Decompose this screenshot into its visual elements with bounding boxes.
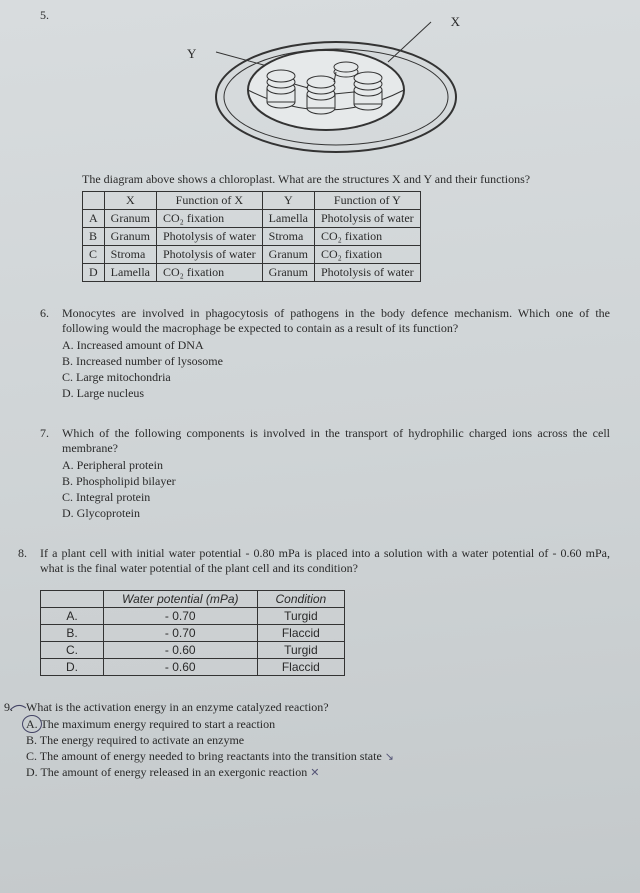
q7-option-a: A. Peripheral protein [62,458,610,473]
q7-number: 7. [40,426,62,522]
cell: Stroma [262,228,314,246]
q7-option-b: B. Phospholipid bilayer [62,474,610,489]
cell [41,591,104,608]
q5-table: X Function of X Y Function of Y AGranumC… [82,191,421,282]
q5-h3: Y [262,192,314,210]
cell: Turgid [257,608,345,625]
q8-table: Water potential (mPa) Condition A.- 0.70… [40,590,345,676]
cell: Granum [104,228,156,246]
q6-option-d: D. Large nucleus [62,386,610,401]
cell: Turgid [257,642,345,659]
cell: B. [41,625,104,642]
q6-option-a: A. Increased amount of DNA [62,338,610,353]
cell: C. [41,642,104,659]
cell: Lamella [104,264,156,282]
cell: C [83,246,105,264]
cell: - 0.60 [104,659,258,676]
cell: - 0.60 [104,642,258,659]
cell: Water potential (mPa) [104,591,258,608]
cell: D. [41,659,104,676]
q6-option-b: B. Increased number of lysosome [62,354,610,369]
cell: - 0.70 [104,625,258,642]
cell: Granum [262,246,314,264]
cell: Photolysis of water [315,264,421,282]
tick-icon: ↘ [385,751,394,763]
q7-option-d: D. Glycoprotein [62,506,610,521]
cell: CO₂ fixation [157,210,263,228]
cell: - 0.70 [104,608,258,625]
q5-h0 [83,192,105,210]
q7-option-c: C. Integral protein [62,490,610,505]
cell: Photolysis of water [157,246,263,264]
q6-prompt: Monocytes are involved in phagocytosis o… [62,306,610,336]
cell: CO₂ fixation [315,228,421,246]
cell: CO₂ fixation [157,264,263,282]
chloroplast-svg [186,12,486,162]
cell: Condition [257,591,345,608]
cell: Lamella [262,210,314,228]
q8-number: 8. [18,546,40,690]
cell: B [83,228,105,246]
cell: CO₂ fixation [315,246,421,264]
q5-prompt: The diagram above shows a chloroplast. W… [82,172,590,187]
cell: Flaccid [257,625,345,642]
label-x: X [451,14,460,30]
chloroplast-diagram: X Y [62,12,610,166]
q9-option-b: B. The energy required to activate an en… [26,733,610,748]
underline-mark-icon [8,696,28,714]
q9-option-a: A. The maximum energy required to start … [26,717,610,732]
q5-h2: Function of X [157,192,263,210]
q8-prompt: If a plant cell with initial water poten… [40,546,610,576]
cell: A. [41,608,104,625]
q9-prompt: What is the activation energy in an enzy… [26,700,610,715]
q5-h1: X [104,192,156,210]
q5-h4: Function of Y [315,192,421,210]
cell: Flaccid [257,659,345,676]
q7-prompt: Which of the following components is inv… [62,426,610,456]
cell: Granum [104,210,156,228]
cross-icon: ✕ [310,767,319,779]
q9-option-c: C. The amount of energy needed to bring … [26,749,610,764]
q5-number: 5. [40,8,62,296]
q6-number: 6. [40,306,62,402]
cell: D [83,264,105,282]
q6-option-c: C. Large mitochondria [62,370,610,385]
cell: Granum [262,264,314,282]
label-y: Y [187,46,196,62]
cell: A [83,210,105,228]
cell: Stroma [104,246,156,264]
cell: Photolysis of water [315,210,421,228]
q9-option-d: D. The amount of energy released in an e… [26,765,610,780]
cell: Photolysis of water [157,228,263,246]
